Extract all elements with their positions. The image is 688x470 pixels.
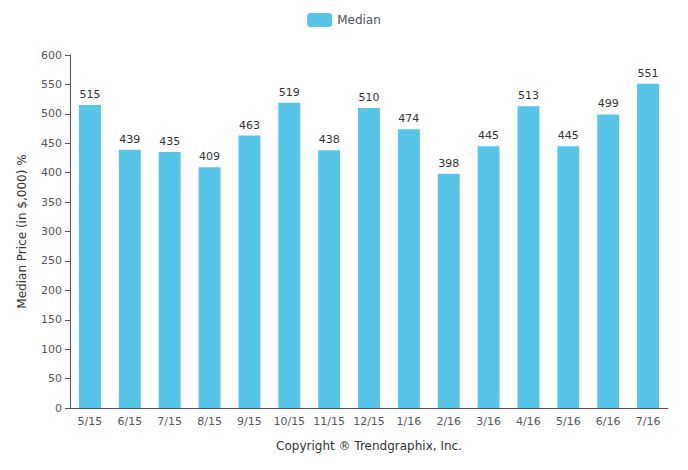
svg-text:435: 435 (159, 135, 180, 148)
svg-text:409: 409 (199, 150, 220, 163)
svg-text:9/15: 9/15 (237, 415, 262, 428)
svg-text:10/15: 10/15 (273, 415, 305, 428)
svg-text:Median: Median (337, 13, 381, 27)
svg-text:5/15: 5/15 (78, 415, 103, 428)
svg-text:250: 250 (41, 254, 62, 267)
svg-text:513: 513 (518, 89, 539, 102)
svg-text:450: 450 (41, 137, 62, 150)
svg-text:600: 600 (41, 49, 62, 62)
svg-text:515: 515 (79, 88, 100, 101)
svg-text:6/15: 6/15 (117, 415, 142, 428)
svg-text:7/16: 7/16 (636, 415, 661, 428)
svg-text:0: 0 (55, 402, 62, 415)
svg-text:8/15: 8/15 (197, 415, 222, 428)
svg-text:100: 100 (41, 343, 62, 356)
svg-text:3/16: 3/16 (476, 415, 501, 428)
svg-text:150: 150 (41, 313, 62, 326)
svg-text:5/16: 5/16 (556, 415, 581, 428)
svg-text:439: 439 (119, 133, 140, 146)
svg-text:300: 300 (41, 225, 62, 238)
svg-text:500: 500 (41, 107, 62, 120)
svg-text:6/16: 6/16 (596, 415, 621, 428)
svg-text:12/15: 12/15 (353, 415, 385, 428)
svg-text:2/16: 2/16 (436, 415, 461, 428)
svg-text:519: 519 (279, 86, 300, 99)
svg-text:550: 550 (41, 78, 62, 91)
svg-text:50: 50 (48, 372, 62, 385)
svg-text:438: 438 (319, 133, 340, 146)
svg-text:499: 499 (598, 97, 619, 110)
svg-text:398: 398 (438, 157, 459, 170)
svg-text:Copyright ® Trendgraphix, Inc.: Copyright ® Trendgraphix, Inc. (276, 439, 462, 453)
svg-text:400: 400 (41, 166, 62, 179)
svg-text:510: 510 (359, 91, 380, 104)
svg-text:350: 350 (41, 196, 62, 209)
svg-text:7/15: 7/15 (157, 415, 182, 428)
svg-text:551: 551 (638, 67, 659, 80)
svg-text:1/16: 1/16 (397, 415, 422, 428)
svg-text:200: 200 (41, 284, 62, 297)
svg-text:4/16: 4/16 (516, 415, 541, 428)
svg-text:445: 445 (478, 129, 499, 142)
svg-text:Median Price (in $,000) %: Median Price (in $,000) % (15, 154, 29, 308)
svg-text:11/15: 11/15 (313, 415, 345, 428)
svg-text:474: 474 (398, 112, 419, 125)
svg-text:463: 463 (239, 119, 260, 132)
svg-text:445: 445 (558, 129, 579, 142)
